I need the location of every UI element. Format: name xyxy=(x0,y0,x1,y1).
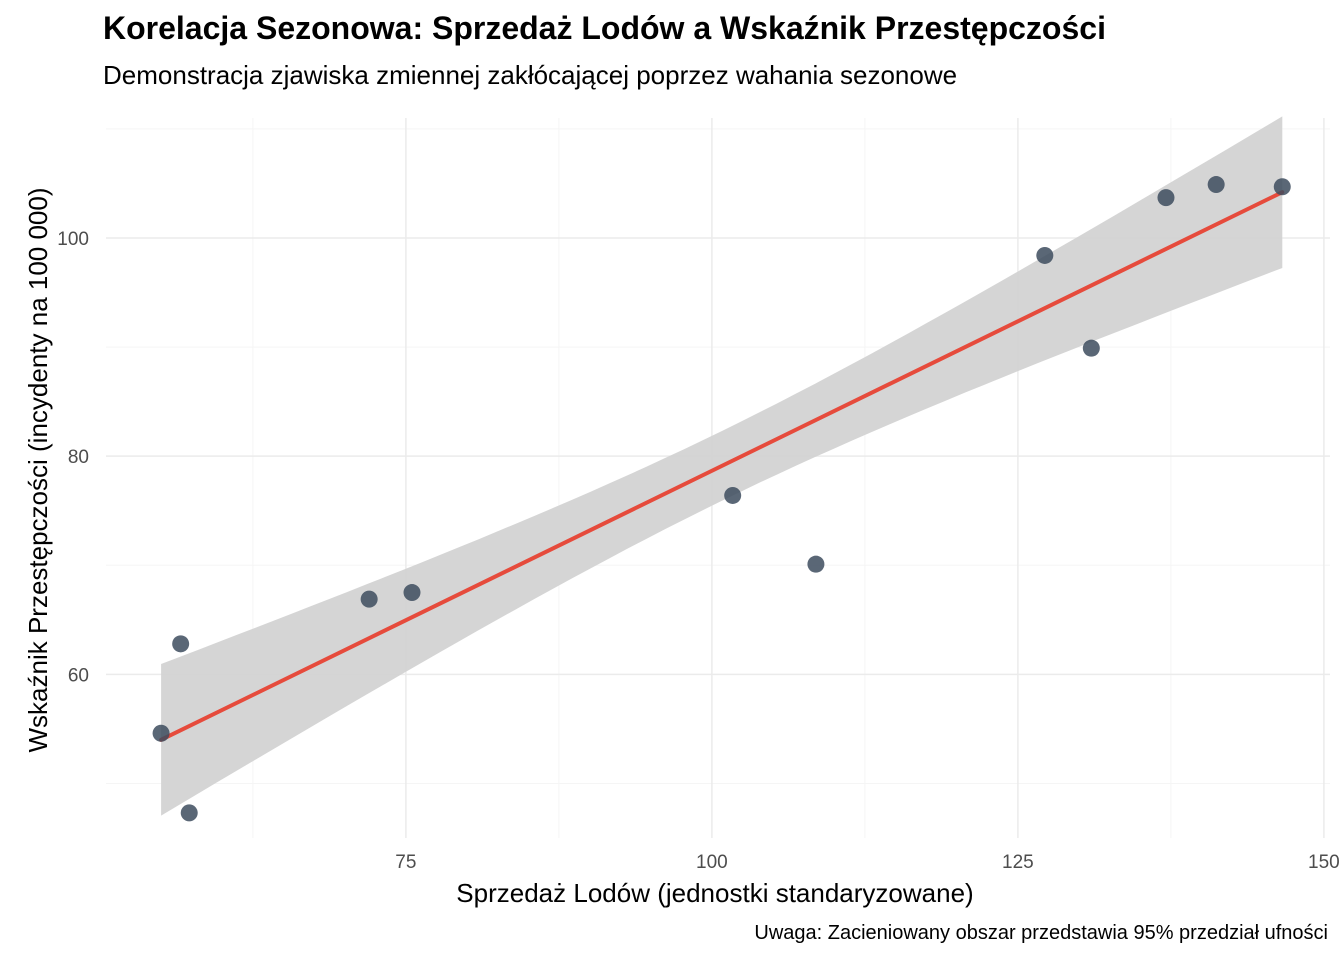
x-tick-label: 150 xyxy=(1308,852,1340,873)
chart-title: Korelacja Sezonowa: Sprzedaż Lodów a Wsk… xyxy=(103,10,1106,46)
trend-line xyxy=(159,190,1285,742)
data-point xyxy=(180,804,198,822)
trend-line-layer xyxy=(159,190,1285,742)
chart-caption: Uwaga: Zacieniowany obszar przedstawia 9… xyxy=(754,922,1328,944)
data-points-layer xyxy=(152,176,1291,822)
data-point xyxy=(172,635,190,653)
x-axis-title: Sprzedaż Lodów (jednostki standaryzowane… xyxy=(456,878,973,908)
data-point xyxy=(1157,189,1175,207)
data-point xyxy=(1036,246,1054,264)
y-axis-title: Wskaźnik Przestępczości (incydenty na 10… xyxy=(23,187,53,752)
data-point xyxy=(724,486,742,504)
data-point xyxy=(1082,339,1100,357)
data-point xyxy=(152,724,170,742)
data-point xyxy=(1273,178,1291,196)
y-tick-label: 60 xyxy=(68,665,89,686)
y-tick-label: 80 xyxy=(68,447,89,468)
data-point xyxy=(360,590,378,608)
y-tick-label: 100 xyxy=(57,229,89,250)
tick-labels-layer: 75 100 125 150 60 80 100 xyxy=(57,229,1339,873)
x-tick-label: 100 xyxy=(696,852,728,873)
chart-subtitle: Demonstracja zjawiska zmiennej zakłócają… xyxy=(103,60,958,90)
data-point xyxy=(403,584,421,602)
data-point xyxy=(807,555,825,573)
data-point xyxy=(1207,176,1225,194)
x-tick-label: 125 xyxy=(1002,852,1034,873)
x-tick-label: 75 xyxy=(395,852,416,873)
